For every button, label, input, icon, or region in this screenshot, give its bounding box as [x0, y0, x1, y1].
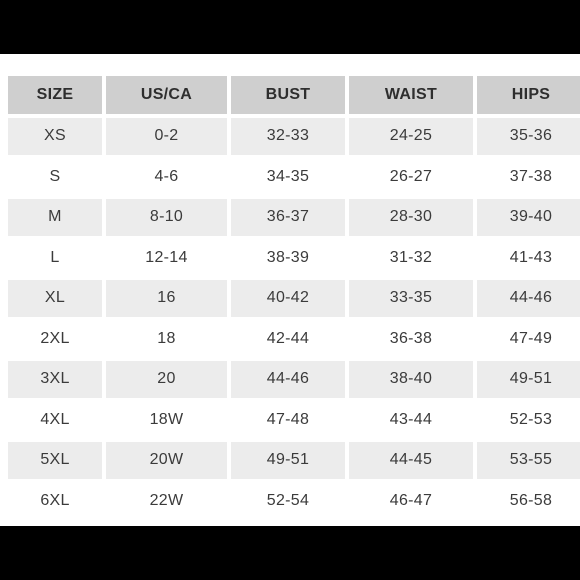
column-header-waist: WAIST: [349, 76, 473, 114]
table-cell-waist: 46-47: [349, 482, 473, 519]
table-cell-hips: 47-49: [477, 320, 580, 357]
table-cell-size: 4XL: [8, 401, 102, 438]
table-cell-bust: 52-54: [231, 482, 345, 519]
table-cell-waist: 33-35: [349, 280, 473, 317]
table-cell-hips: 41-43: [477, 239, 580, 276]
column-header-bust: BUST: [231, 76, 345, 114]
table-cell-bust: 32-33: [231, 118, 345, 155]
table-cell-size: 3XL: [8, 361, 102, 398]
table-cell-waist: 36-38: [349, 320, 473, 357]
table-cell-hips: 37-38: [477, 158, 580, 195]
column-header-hips: HIPS: [477, 76, 580, 114]
table-cell-size: XL: [8, 280, 102, 317]
size-chart-sheet: SIZE US/CA BUST WAIST HIPS XS 0-2 32-33 …: [0, 54, 580, 526]
table-cell-hips: 53-55: [477, 442, 580, 479]
table-cell-hips: 35-36: [477, 118, 580, 155]
table-cell-size: M: [8, 199, 102, 236]
table-cell-us-ca: 0-2: [106, 118, 227, 155]
table-cell-bust: 49-51: [231, 442, 345, 479]
table-cell-hips: 39-40: [477, 199, 580, 236]
table-cell-bust: 36-37: [231, 199, 345, 236]
table-cell-waist: 24-25: [349, 118, 473, 155]
table-cell-us-ca: 4-6: [106, 158, 227, 195]
table-cell-us-ca: 22W: [106, 482, 227, 519]
table-cell-bust: 34-35: [231, 158, 345, 195]
table-cell-waist: 26-27: [349, 158, 473, 195]
table-cell-size: 2XL: [8, 320, 102, 357]
table-cell-size: S: [8, 158, 102, 195]
table-cell-bust: 42-44: [231, 320, 345, 357]
table-cell-waist: 43-44: [349, 401, 473, 438]
table-cell-us-ca: 20W: [106, 442, 227, 479]
table-cell-us-ca: 18: [106, 320, 227, 357]
table-cell-waist: 28-30: [349, 199, 473, 236]
table-cell-size: L: [8, 239, 102, 276]
table-cell-hips: 44-46: [477, 280, 580, 317]
table-cell-size: XS: [8, 118, 102, 155]
column-header-us-ca: US/CA: [106, 76, 227, 114]
table-cell-bust: 44-46: [231, 361, 345, 398]
table-cell-bust: 38-39: [231, 239, 345, 276]
table-cell-hips: 49-51: [477, 361, 580, 398]
table-cell-bust: 40-42: [231, 280, 345, 317]
table-cell-hips: 56-58: [477, 482, 580, 519]
table-cell-bust: 47-48: [231, 401, 345, 438]
table-cell-size: 5XL: [8, 442, 102, 479]
table-cell-us-ca: 8-10: [106, 199, 227, 236]
table-cell-us-ca: 20: [106, 361, 227, 398]
table-cell-us-ca: 12-14: [106, 239, 227, 276]
table-cell-waist: 38-40: [349, 361, 473, 398]
column-header-size: SIZE: [8, 76, 102, 114]
table-cell-hips: 52-53: [477, 401, 580, 438]
table-cell-us-ca: 16: [106, 280, 227, 317]
size-chart-table: SIZE US/CA BUST WAIST HIPS XS 0-2 32-33 …: [8, 76, 580, 519]
table-cell-us-ca: 18W: [106, 401, 227, 438]
table-cell-size: 6XL: [8, 482, 102, 519]
table-cell-waist: 44-45: [349, 442, 473, 479]
table-cell-waist: 31-32: [349, 239, 473, 276]
